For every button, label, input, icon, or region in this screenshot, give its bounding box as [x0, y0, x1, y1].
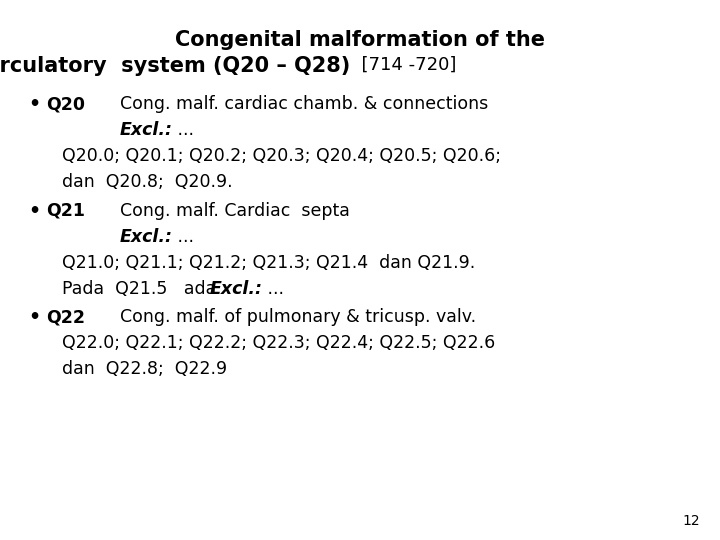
Text: Excl.:: Excl.:: [120, 121, 173, 139]
Text: dan  Q20.8;  Q20.9.: dan Q20.8; Q20.9.: [62, 173, 233, 191]
Text: ...: ...: [172, 121, 194, 139]
Text: Cong. malf. cardiac chamb. & connections: Cong. malf. cardiac chamb. & connections: [120, 95, 488, 113]
Text: Congenital malformation of the: Congenital malformation of the: [175, 30, 545, 50]
Text: Q22: Q22: [46, 308, 85, 326]
Text: 12: 12: [683, 514, 700, 528]
Text: Q20: Q20: [46, 95, 85, 113]
Text: •: •: [28, 201, 40, 221]
Text: Q21.0; Q21.1; Q21.2; Q21.3; Q21.4  dan Q21.9.: Q21.0; Q21.1; Q21.2; Q21.3; Q21.4 dan Q2…: [62, 254, 475, 272]
Text: •: •: [28, 95, 40, 114]
Text: [714 -720]: [714 -720]: [350, 56, 456, 74]
Text: Pada  Q21.5   ada: Pada Q21.5 ada: [62, 280, 228, 298]
Text: circulatory  system (Q20 – Q28): circulatory system (Q20 – Q28): [0, 56, 350, 76]
Text: ...: ...: [262, 280, 284, 298]
Text: Excl.:: Excl.:: [120, 227, 173, 246]
Text: Q20.0; Q20.1; Q20.2; Q20.3; Q20.4; Q20.5; Q20.6;: Q20.0; Q20.1; Q20.2; Q20.3; Q20.4; Q20.5…: [62, 147, 501, 165]
Text: Cong. malf. of pulmonary & tricusp. valv.: Cong. malf. of pulmonary & tricusp. valv…: [120, 308, 476, 326]
Text: Excl.:: Excl.:: [210, 280, 263, 298]
Text: Q21: Q21: [46, 201, 85, 220]
Text: dan  Q22.8;  Q22.9: dan Q22.8; Q22.9: [62, 360, 227, 378]
Text: Q22.0; Q22.1; Q22.2; Q22.3; Q22.4; Q22.5; Q22.6: Q22.0; Q22.1; Q22.2; Q22.3; Q22.4; Q22.5…: [62, 334, 495, 352]
Text: Cong. malf. Cardiac  septa: Cong. malf. Cardiac septa: [120, 201, 350, 220]
Text: •: •: [28, 308, 40, 327]
Text: ...: ...: [172, 227, 194, 246]
